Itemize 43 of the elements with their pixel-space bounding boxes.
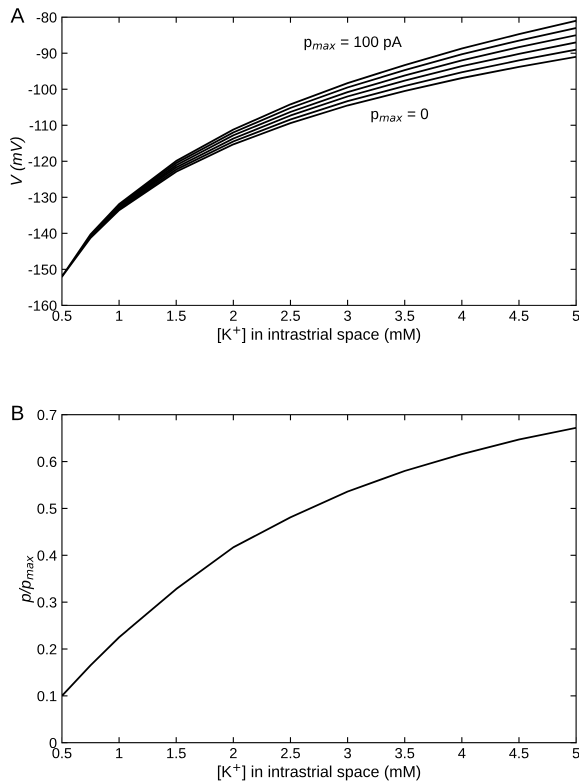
y-tick-label: -80 [36, 12, 57, 23]
x-tick-label: 2 [230, 748, 237, 758]
y-tick-label: 0 [50, 738, 57, 748]
x-tick-label: 1.5 [167, 748, 186, 758]
chart-title: A [10, 8, 24, 23]
x-tick-label: 4 [458, 310, 466, 321]
y-tick-label: -100 [28, 84, 57, 95]
x-tick-label: 2 [230, 310, 237, 321]
x-tick-label: 1.5 [167, 310, 186, 321]
x-tick-label: 3 [344, 310, 352, 321]
x-tick-label: 3.5 [395, 748, 414, 758]
y-axis-title: V (mV) [10, 137, 26, 185]
x-axis-title: [K$^{+}$] in intrastrial space (mM) [218, 326, 420, 344]
y-tick-label: -120 [28, 156, 57, 167]
y-tick-label: 0.5 [37, 504, 56, 514]
y-tick-label: -150 [28, 264, 57, 275]
x-tick-label: 2.5 [281, 310, 300, 321]
x-tick-label: 1 [116, 310, 122, 321]
y-tick-label: 0.4 [37, 550, 57, 561]
y-tick-label: 0.3 [37, 597, 56, 608]
y-tick-label: -130 [28, 192, 57, 203]
y-tick-label: 0.2 [37, 644, 56, 654]
x-tick-label: 0.5 [52, 310, 72, 321]
y-tick-label: -110 [30, 120, 57, 131]
y-tick-label: 0.7 [37, 410, 56, 420]
x-tick-label: 3 [344, 748, 352, 758]
y-tick-label: 0.6 [37, 456, 56, 467]
x-tick-label: 4.5 [509, 310, 529, 321]
x-axis-title: [K$^{+}$] in intrastrial space (mM) [218, 764, 420, 780]
y-tick-label: -160 [28, 300, 57, 311]
x-tick-label: 2.5 [281, 748, 300, 758]
x-tick-label: 4.5 [509, 748, 529, 758]
chart-title: B [12, 406, 24, 420]
y-axis-title: p/p$_{max}$ [19, 556, 34, 603]
y-tick-label: -90 [36, 48, 57, 59]
x-tick-label: 3.5 [395, 310, 414, 321]
annotation: p$_{max}$ = 0 [371, 108, 428, 122]
y-tick-label: 0.1 [37, 690, 56, 702]
x-tick-label: 4 [458, 748, 466, 758]
y-tick-label: -140 [28, 228, 57, 239]
annotation: p$_{max}$ = 100 pA [304, 36, 402, 50]
x-tick-label: 0.5 [52, 748, 72, 758]
x-tick-label: 1 [116, 748, 122, 758]
